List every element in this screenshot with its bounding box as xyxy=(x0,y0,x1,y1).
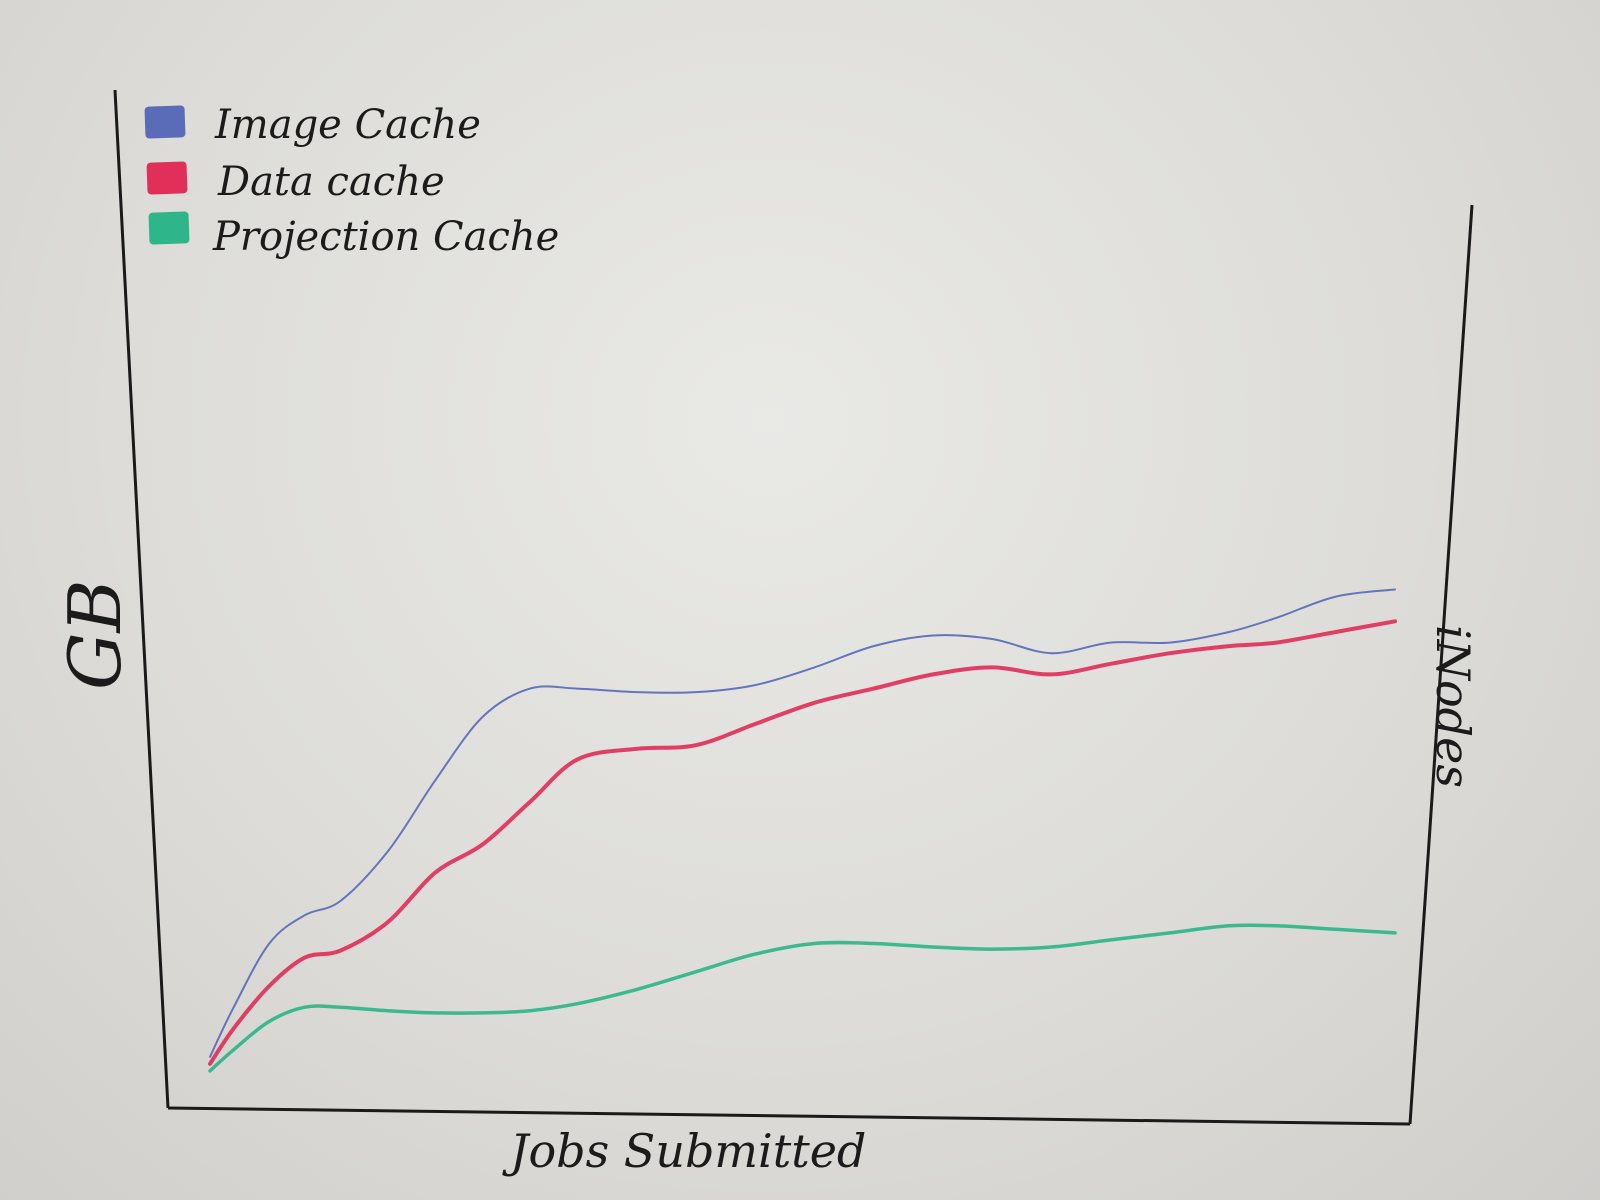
series-line-projection-cache xyxy=(208,923,1397,1073)
legend-label-2: Projection Cache xyxy=(212,214,559,260)
series-line-image-cache xyxy=(209,588,1396,1058)
legend-label-1: Data cache xyxy=(217,159,445,205)
y-axis-left xyxy=(113,89,170,1109)
series-layer xyxy=(208,588,1397,1073)
legend-label-0: Image Cache xyxy=(214,102,481,148)
legend-swatch-0 xyxy=(144,105,186,139)
x-axis-label: Jobs Submitted xyxy=(502,1124,866,1178)
x-axis xyxy=(167,1106,1411,1126)
series-line-data-cache xyxy=(208,619,1397,1066)
y-axis-label: GB xyxy=(53,580,137,690)
legend: Image Cache Data cache Projection Cache xyxy=(144,102,559,260)
y-axis-right xyxy=(1408,204,1474,1125)
legend-swatch-1 xyxy=(146,161,188,195)
legend-swatch-2 xyxy=(148,211,190,245)
right-axis-label: iNodes xyxy=(1426,625,1480,788)
